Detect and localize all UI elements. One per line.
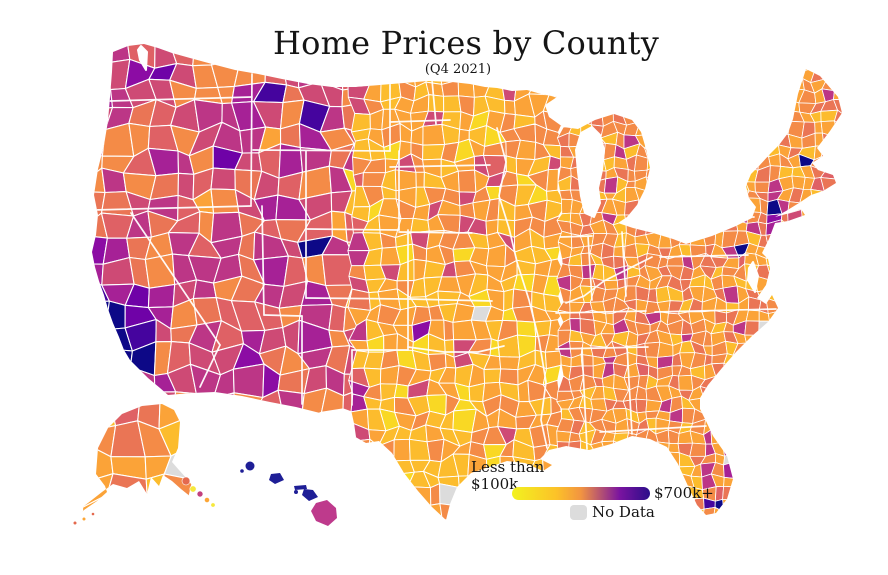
puget-sound xyxy=(137,45,148,71)
page-subtitle: (Q4 2021) xyxy=(424,62,492,77)
page-title: Home Prices by County xyxy=(273,24,659,62)
lake-michigan xyxy=(575,126,605,218)
chesapeake-bay xyxy=(747,261,759,293)
